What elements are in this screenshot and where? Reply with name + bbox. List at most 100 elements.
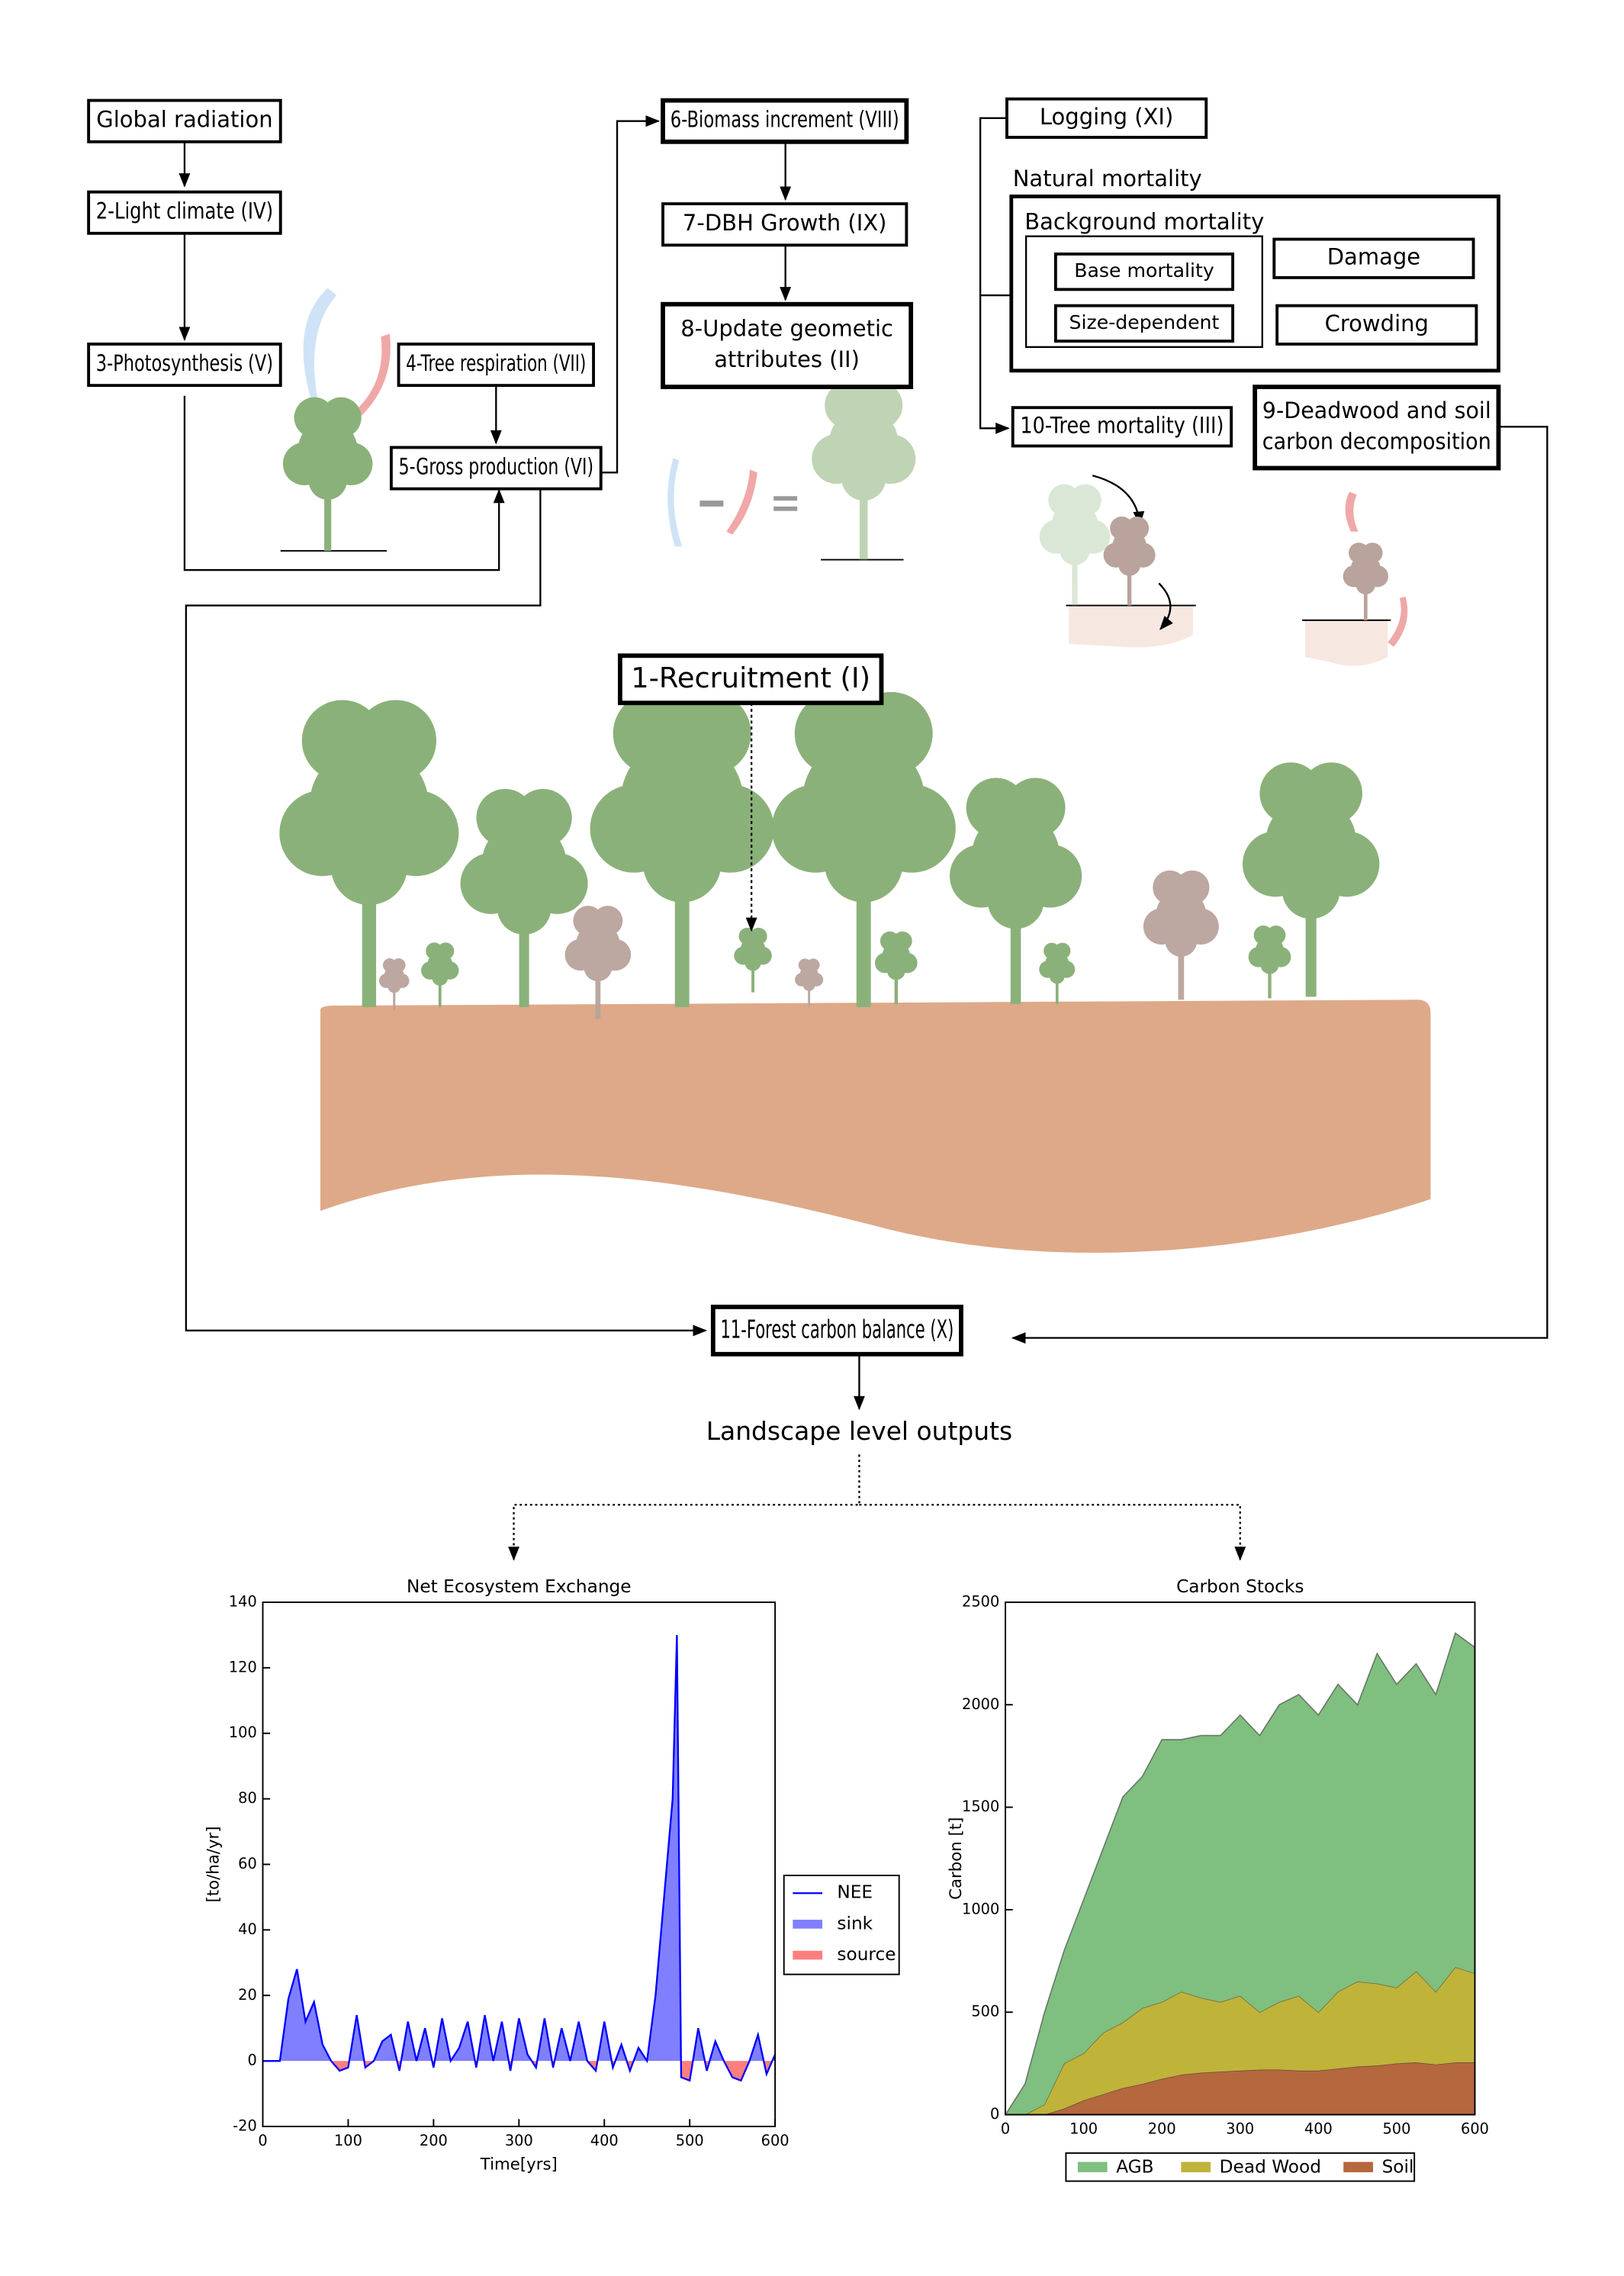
crown [1266, 926, 1286, 945]
tree [795, 958, 824, 1007]
crown [1076, 520, 1111, 554]
stack-area [1005, 1967, 1475, 2115]
node-box [87, 98, 282, 143]
node-box [1005, 97, 1208, 139]
node-box [389, 446, 603, 491]
crown [855, 381, 903, 430]
trunk [751, 960, 755, 993]
node-box [397, 343, 595, 388]
crown [987, 872, 1044, 929]
crown [1039, 520, 1074, 554]
crown [355, 700, 437, 781]
node-box [1275, 304, 1478, 346]
tree [874, 931, 918, 1005]
node-label: Logging (XI) [1040, 104, 1173, 130]
crown [1175, 870, 1210, 905]
trunk [1268, 961, 1272, 999]
x-tick-label: 500 [1382, 2120, 1410, 2137]
y-axis-label: Carbon [t] [947, 1817, 966, 1900]
crown [388, 980, 401, 993]
crown [802, 979, 815, 991]
crown [1362, 542, 1383, 564]
y-tick-label: 20 [238, 1986, 257, 2004]
node-box [87, 343, 282, 388]
crown [1069, 484, 1101, 517]
x-tick-label: 0 [1001, 2120, 1010, 2137]
crown [593, 906, 623, 936]
legend-swatch [793, 1950, 823, 1960]
crown [841, 456, 886, 501]
plot-frame [262, 1601, 777, 2128]
tree [460, 788, 588, 1007]
y-tick-label: 120 [229, 1658, 257, 1676]
node-label: 6-Biomass increment (VIII) [671, 107, 899, 133]
trunk [1072, 544, 1078, 606]
y-tick-label: 2500 [962, 1592, 999, 1610]
node-box [710, 1304, 963, 1357]
node-box [1272, 237, 1475, 279]
node-label: Damage [1327, 244, 1420, 270]
node-box [1053, 304, 1235, 343]
crown [1005, 777, 1066, 838]
trunk [1363, 581, 1368, 620]
node-box [1053, 252, 1235, 291]
crown [391, 958, 406, 972]
y-tick-label: 0 [990, 2105, 999, 2123]
stack-edge [1005, 1631, 1475, 2115]
trunk [393, 983, 396, 1010]
mortality-group [1009, 194, 1500, 373]
node-label: 9-Deadwood and soil [1262, 398, 1491, 423]
node-label: 3-Photosynthesis (V) [96, 350, 273, 376]
y-tick-label: -20 [233, 2117, 257, 2135]
node-box [661, 202, 908, 247]
sink-area [279, 1634, 776, 2062]
x-tick-label: 100 [1069, 2120, 1098, 2137]
source-area [262, 2061, 776, 2081]
outputs-label: Landscape level outputs [706, 1416, 1012, 1446]
crown [1060, 535, 1090, 565]
trunk [1178, 935, 1185, 1000]
y-tick-label: 500 [971, 2003, 999, 2020]
legend-label: sink [837, 1913, 873, 1933]
stack-area [1005, 1633, 1475, 2115]
crown [320, 397, 362, 438]
group-label: Background mortality [1024, 208, 1264, 234]
crown [1355, 575, 1375, 595]
crown [514, 788, 572, 847]
crown [642, 823, 722, 903]
node-label: 11-Forest carbon balance (X) [721, 1314, 954, 1344]
crown [1054, 942, 1071, 959]
tree [1343, 542, 1388, 620]
x-tick-label: 0 [258, 2132, 267, 2149]
trunk [808, 983, 811, 1007]
tree [1039, 942, 1076, 1005]
crown [744, 955, 761, 971]
crown [1165, 924, 1198, 957]
trunk [894, 967, 898, 1005]
y-tick-label: 140 [229, 1592, 257, 1610]
tree [421, 942, 459, 1007]
node-label: Crowding [1325, 311, 1429, 336]
x-tick-label: 300 [1226, 2120, 1254, 2137]
crown [1300, 762, 1362, 825]
plot-frame [1005, 1601, 1476, 2116]
crown [1051, 502, 1098, 549]
crown [1260, 955, 1279, 974]
node-label: 7-DBH Growth (IX) [683, 210, 887, 236]
y-tick-label: 0 [247, 2052, 256, 2069]
crown [436, 942, 455, 960]
node-label: Global radiation [96, 107, 272, 133]
crown [432, 969, 449, 986]
connectors [178, 115, 1548, 1561]
crown [1282, 860, 1340, 919]
x-axis-label: Time[yrs] [480, 2155, 558, 2174]
y-tick-label: 1000 [962, 1900, 999, 1917]
y-tick-label: 80 [238, 1789, 257, 1807]
x-tick-label: 100 [334, 2132, 362, 2149]
node-box [661, 98, 909, 144]
crown [806, 958, 820, 972]
tree [812, 381, 916, 560]
node-label: attributes (II) [714, 346, 860, 372]
legend-swatch [1077, 2162, 1108, 2173]
node-box [87, 190, 282, 235]
